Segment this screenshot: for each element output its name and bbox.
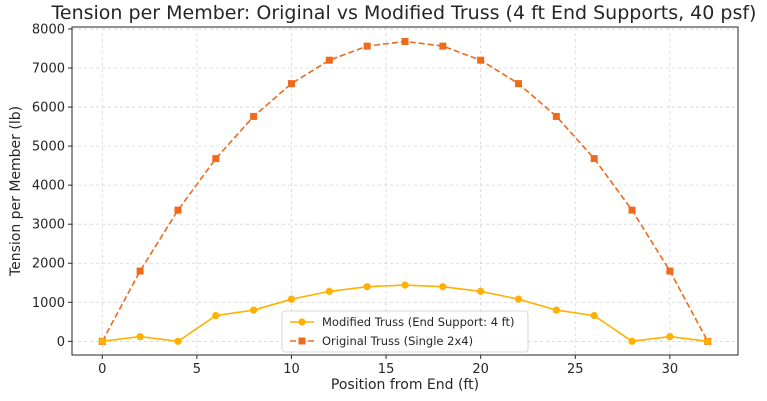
data-point [363,42,371,50]
data-point [515,80,523,88]
x-tick-label: 5 [193,362,201,377]
data-point [590,155,598,163]
data-point [552,306,560,314]
data-point [287,295,296,303]
x-axis-label: Position from End (ft) [331,377,479,393]
data-point [401,37,409,45]
data-point [363,283,371,291]
data-point [704,337,712,345]
legend-marker [298,318,306,326]
data-point [212,311,220,320]
x-tick-label: 15 [378,362,395,377]
data-point [250,112,258,120]
data-point [514,295,523,303]
y-tick-label: 0 [57,335,65,350]
y-tick-label: 3000 [32,218,65,233]
plot-frame [71,26,739,356]
y-tick-label: 8000 [32,22,65,37]
chart-title: Tension per Member: Original vs Modified… [51,2,757,24]
x-tick-label: 30 [662,362,679,377]
data-point [666,333,674,341]
data-point [325,56,333,64]
y-tick-label: 5000 [32,140,65,155]
data-point [136,267,144,275]
y-tick-label: 4000 [32,179,65,194]
data-point [439,42,447,50]
data-point [174,206,182,214]
y-axis: 0 1000 2000 3000 4000 5000 6000 7000 8000 [32,22,72,350]
data-point [628,206,636,214]
data-point [287,80,295,88]
data-point [477,56,485,64]
data-point [250,306,258,314]
data-point [325,287,333,295]
x-tick-label: 0 [98,362,106,377]
data-point [666,267,674,275]
y-tick-label: 1000 [32,296,65,311]
x-axis: 0 5 10 15 20 25 30 [98,355,678,377]
x-tick-label: 20 [472,362,489,377]
data-point [477,287,485,295]
data-point [590,311,598,320]
data-point [628,337,636,345]
y-tick-label: 7000 [32,62,65,77]
series-layer [98,37,712,345]
grid [72,27,738,355]
legend-marker [298,337,306,345]
series-line [101,40,709,342]
data-point [401,281,409,289]
y-axis-label: Tension per Member (lb) [8,106,24,277]
x-tick-label: 25 [567,362,584,377]
data-point [552,112,560,120]
legend-label: Original Truss (Single 2x4) [322,334,473,348]
y-tick-label: 6000 [32,101,65,116]
legend: Modified Truss (End Support: 4 ft) Origin… [281,310,529,353]
legend-label: Modified Truss (End Support: 4 ft) [322,315,515,329]
y-tick-label: 2000 [32,257,65,272]
data-point [212,155,220,163]
data-point [174,337,182,345]
legend-box [281,310,529,353]
data-point [136,333,144,341]
data-point [439,283,447,291]
data-point [98,337,106,345]
x-tick-label: 10 [283,362,300,377]
